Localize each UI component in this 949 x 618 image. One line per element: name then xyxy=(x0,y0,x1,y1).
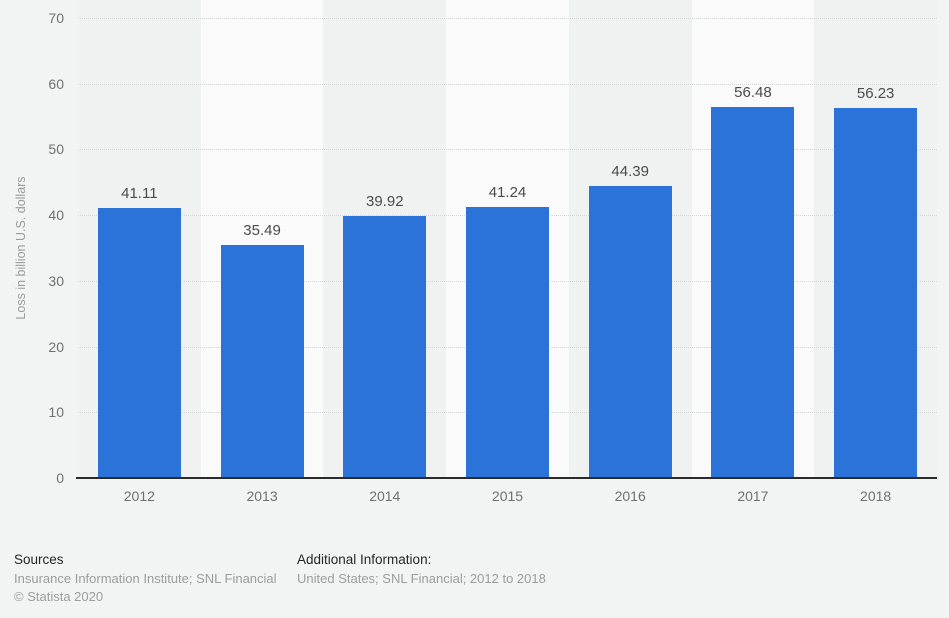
x-tick-label: 2018 xyxy=(860,488,892,504)
x-tick-label: 2016 xyxy=(614,488,646,504)
additional-information-line: United States; SNL Financial; 2012 to 20… xyxy=(297,571,546,586)
bar-value-label: 39.92 xyxy=(366,192,404,210)
x-tick-label: 2013 xyxy=(246,488,278,504)
y-axis-title: Loss in billion U.S. dollars xyxy=(14,176,28,320)
y-tick-label: 10 xyxy=(48,404,64,421)
bar-2014 xyxy=(343,215,427,478)
bar-value-label: 44.39 xyxy=(611,163,649,181)
x-axis-line xyxy=(76,477,937,479)
bar-2018 xyxy=(834,108,918,478)
gridline xyxy=(78,83,937,85)
plot-area: 41.11 35.49 39.92 41.24 44.39 56.48 56.23 xyxy=(78,0,937,478)
gridline xyxy=(78,149,937,151)
x-tick-label: 2014 xyxy=(369,488,401,504)
y-tick-label: 50 xyxy=(48,141,64,158)
y-tick-label: 60 xyxy=(48,75,64,92)
gridline xyxy=(78,18,937,19)
sources-heading: Sources xyxy=(14,552,64,567)
x-tick-label: 2017 xyxy=(737,488,769,504)
footer-additional-block: Additional Information: United States; S… xyxy=(297,552,546,589)
bar-value-label: 41.11 xyxy=(121,184,158,202)
x-tick-label: 2015 xyxy=(491,488,524,504)
y-tick-label: 70 xyxy=(48,10,64,26)
bar-2012 xyxy=(97,207,181,478)
footer-sources-block: Sources Insurance Information Institute;… xyxy=(14,552,277,607)
bar-value-label: 56.48 xyxy=(734,83,772,101)
y-tick-label: 0 xyxy=(56,470,64,486)
bar-value-label: 41.24 xyxy=(488,183,527,201)
bar-2013 xyxy=(220,244,304,478)
additional-information-heading: Additional Information: xyxy=(297,552,432,567)
bar-2016 xyxy=(588,186,672,478)
bar-2017 xyxy=(711,106,795,478)
statista-copyright: © Statista 2020 xyxy=(14,589,104,604)
x-tick-label: 2012 xyxy=(123,488,155,504)
bar-value-label: 56.23 xyxy=(856,85,895,103)
y-tick-label: 40 xyxy=(48,207,64,224)
y-tick-label: 30 xyxy=(48,272,64,289)
bar-value-label: 35.49 xyxy=(243,221,281,239)
sources-line: Insurance Information Institute; SNL Fin… xyxy=(14,571,277,586)
bar-2015 xyxy=(466,206,549,478)
y-tick-label: 20 xyxy=(48,338,64,355)
